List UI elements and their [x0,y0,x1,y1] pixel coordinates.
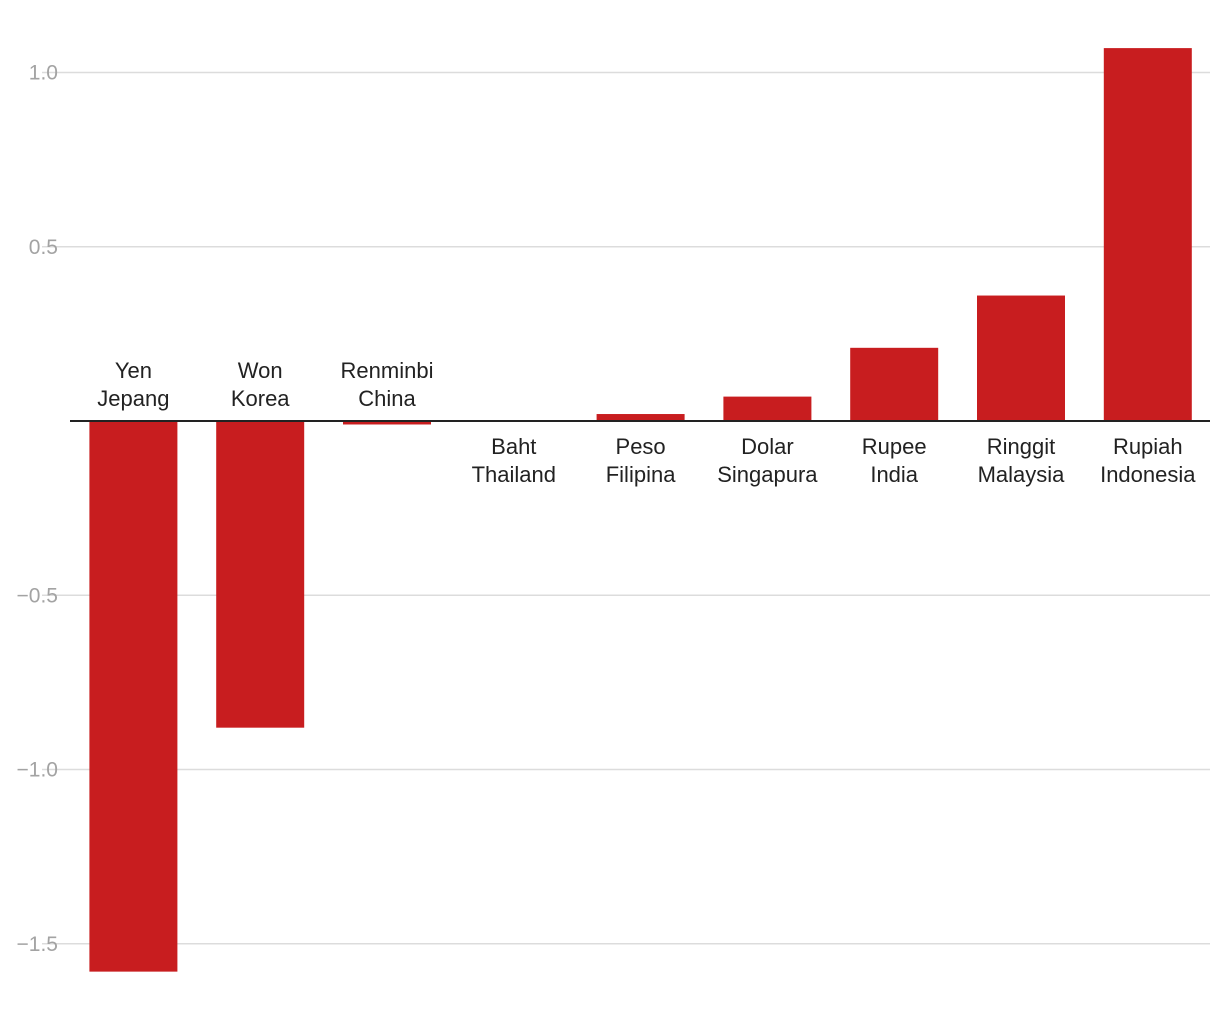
x-tick-label: Filipina [606,462,676,487]
bar [216,421,305,728]
y-tick-label: −1.0 [17,759,58,782]
x-tick-label: Won [238,358,283,383]
bar [343,421,431,425]
x-tick-label: Malaysia [978,462,1066,487]
x-tick-label: Korea [231,386,290,411]
x-tick-label: Jepang [97,386,169,411]
bar [89,421,178,972]
x-tick-label: Ringgit [987,434,1055,459]
y-tick-label: 1.0 [29,62,58,85]
category-labels: Yen Jepang Won Korea Renminbi China Baht Thaila… [97,358,1196,487]
bar [850,347,939,421]
x-tick-label: Renminbi [341,358,434,383]
x-tick-label: Rupiah [1113,434,1183,459]
bar [723,396,812,421]
y-tick-label: 0.5 [29,236,58,259]
y-axis-ticks: 1.0 0.5 −0.5 −1.0 −1.5 [17,62,58,956]
x-tick-label: China [358,386,416,411]
x-tick-label: India [870,462,918,487]
x-tick-label: Yen [115,358,152,383]
x-tick-label: Dolar [741,434,794,459]
x-tick-label: Peso [616,434,666,459]
x-tick-label: Rupee [862,434,927,459]
x-tick-label: Indonesia [1100,462,1196,487]
bar [1103,48,1192,421]
x-tick-label: Baht [491,434,536,459]
bar [977,295,1065,421]
y-tick-label: −0.5 [17,584,58,607]
bars [89,48,1192,972]
bar [596,414,685,421]
x-tick-label: Thailand [472,462,556,487]
y-tick-label: −1.5 [17,933,58,956]
x-tick-label: Singapura [717,462,818,487]
